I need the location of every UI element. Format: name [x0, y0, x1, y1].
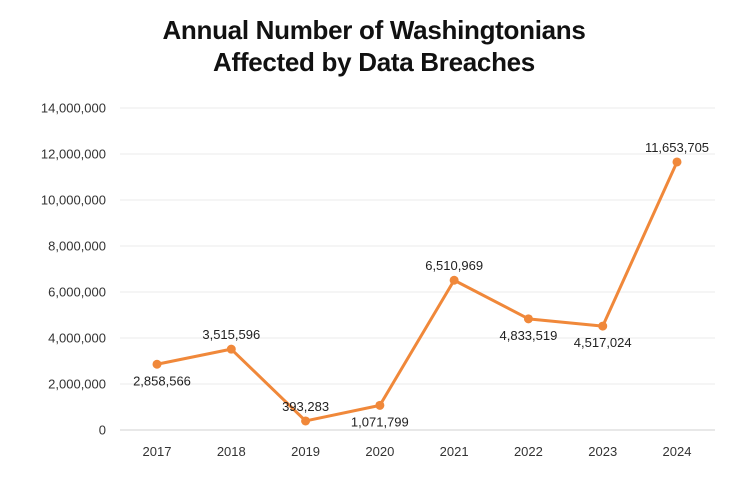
data-point — [301, 416, 311, 426]
data-label: 1,071,799 — [351, 414, 409, 429]
series-line — [152, 157, 682, 426]
y-tick-label: 2,000,000 — [48, 377, 106, 392]
data-point — [449, 275, 459, 285]
data-point — [672, 157, 682, 167]
data-point — [152, 359, 162, 369]
x-tick-label: 2024 — [663, 444, 692, 459]
y-axis: 0 2,000,000 4,000,000 6,000,000 8,000,000 10,… — [41, 101, 106, 438]
data-label: 4,517,024 — [574, 335, 632, 350]
data-point — [375, 400, 385, 410]
data-point — [523, 314, 533, 324]
y-tick-label: 12,000,000 — [41, 147, 106, 162]
x-tick-label: 2020 — [365, 444, 394, 459]
data-label: 393,283 — [282, 399, 329, 414]
x-tick-label: 2018 — [217, 444, 246, 459]
y-tick-label: 10,000,000 — [41, 193, 106, 208]
x-tick-label: 2021 — [440, 444, 469, 459]
data-label: 2,858,566 — [133, 373, 191, 388]
chart-title-line2: Affected by Data Breaches — [213, 47, 535, 77]
y-tick-label: 14,000,000 — [41, 101, 106, 116]
data-labels: 2,858,566 3,515,596 393,283 1,071,799 6,510,… — [133, 140, 709, 429]
data-point — [598, 321, 608, 331]
y-tick-label: 0 — [99, 423, 106, 438]
chart-title: Annual Number of Washingtonians Affected… — [0, 14, 748, 78]
series-polyline — [156, 161, 679, 423]
x-axis: 2017 2018 2019 2020 2021 2022 2023 2024 — [143, 444, 692, 459]
x-tick-label: 2023 — [588, 444, 617, 459]
y-tick-label: 6,000,000 — [48, 285, 106, 300]
data-label: 4,833,519 — [500, 328, 558, 343]
data-point — [226, 344, 236, 354]
data-label: 3,515,596 — [202, 327, 260, 342]
chart-title-line1: Annual Number of Washingtonians — [162, 15, 586, 45]
y-tick-label: 8,000,000 — [48, 239, 106, 254]
data-label: 6,510,969 — [425, 258, 483, 273]
x-tick-label: 2019 — [291, 444, 320, 459]
x-tick-label: 2017 — [143, 444, 172, 459]
y-tick-label: 4,000,000 — [48, 331, 106, 346]
gridlines — [120, 107, 715, 431]
data-label: 11,653,705 — [645, 140, 709, 155]
x-tick-label: 2022 — [514, 444, 543, 459]
